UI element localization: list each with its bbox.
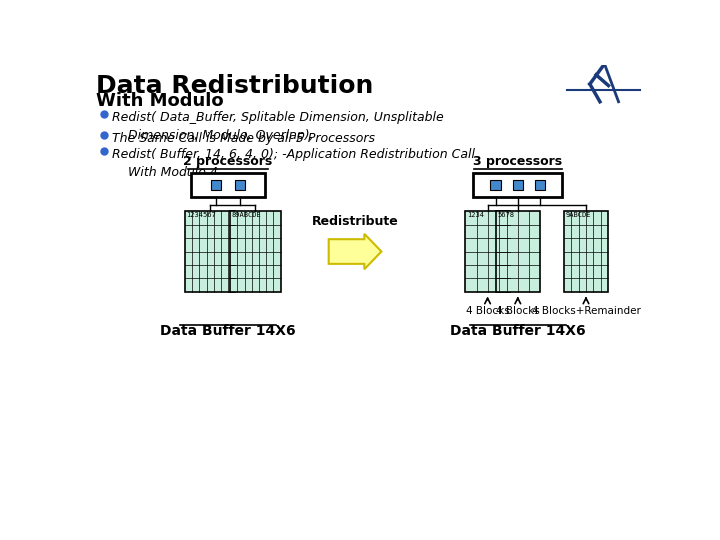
Text: Data Buffer 14X6: Data Buffer 14X6 [450, 325, 585, 338]
Text: Redistribute: Redistribute [312, 215, 398, 228]
Text: Redist( Buffer, 14, 6, 4, 0); -Application Redistribution Call
    With Modulo 4: Redist( Buffer, 14, 6, 4, 0); -Applicati… [112, 148, 474, 179]
Bar [473, 173, 562, 197]
Bar [535, 180, 545, 190]
Text: 4 Blocks: 4 Blocks [466, 306, 510, 316]
Bar [564, 211, 608, 292]
Bar [495, 211, 540, 292]
Text: 1234567: 1234567 [186, 212, 216, 218]
Text: Data Buffer 14X6: Data Buffer 14X6 [160, 325, 296, 338]
Text: The Same Call is Made by all 5 Processors: The Same Call is Made by all 5 Processor… [112, 132, 374, 145]
Bar [230, 211, 281, 292]
Text: 3 processors: 3 processors [473, 155, 562, 168]
Text: Redist( Data_Buffer, Splitable Dimension, Unsplitable
    Dimension, Modulo, Ove: Redist( Data_Buffer, Splitable Dimension… [112, 111, 444, 142]
Bar [211, 180, 221, 190]
Bar [191, 173, 265, 197]
Text: 4 Blocks: 4 Blocks [496, 306, 540, 316]
Bar [185, 211, 235, 292]
Bar [235, 180, 246, 190]
Bar [466, 211, 510, 292]
Text: 9ABCDE: 9ABCDE [565, 212, 591, 218]
Bar [513, 180, 523, 190]
FancyArrow shape [329, 234, 382, 269]
Text: 1234: 1234 [467, 212, 484, 218]
Text: With Modulo: With Modulo [96, 92, 224, 110]
Text: Data Redistribution: Data Redistribution [96, 74, 374, 98]
Text: 5678: 5678 [498, 212, 514, 218]
Bar [490, 180, 500, 190]
Text: 4 Blocks+Remainder: 4 Blocks+Remainder [531, 306, 640, 316]
Text: 89ABCDE: 89ABCDE [232, 212, 261, 218]
Text: 2 processors: 2 processors [184, 155, 273, 168]
